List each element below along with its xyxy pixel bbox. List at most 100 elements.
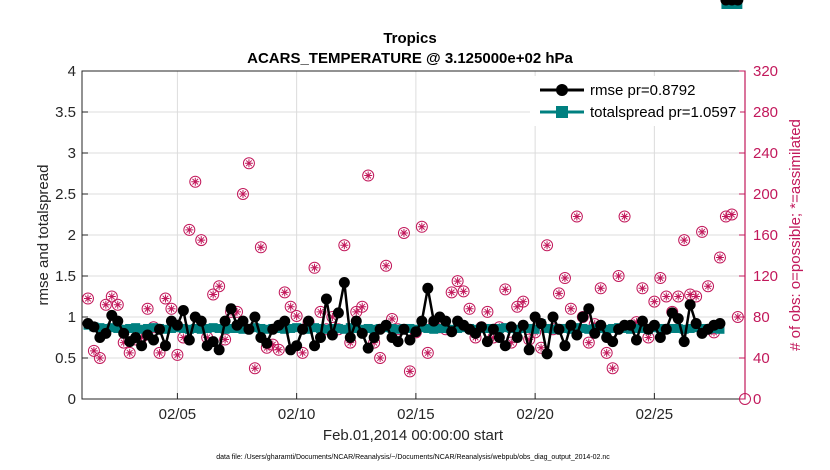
obs-point — [594, 282, 607, 295]
totalspread-point — [530, 324, 540, 334]
rmse-point — [320, 293, 332, 305]
rmse-point — [112, 315, 124, 327]
obs-point — [403, 365, 416, 378]
totalspread-point — [482, 323, 492, 333]
obs-point — [612, 270, 625, 282]
x-tick-label: 02/05 — [159, 406, 197, 423]
footnote: data file: /Users/gharamti/Documents/NCA… — [216, 454, 610, 461]
rmse-point — [350, 315, 362, 327]
rmse-series — [82, 0, 744, 360]
totalspread-point — [280, 324, 290, 334]
rmse-point — [368, 332, 380, 343]
totalspread-point — [160, 324, 170, 334]
rmse-point — [261, 337, 273, 349]
obs-point — [195, 234, 208, 247]
totalspread-point — [369, 324, 379, 334]
obs-point — [219, 333, 232, 346]
totalspread-point — [107, 323, 117, 333]
rmse-point — [213, 344, 225, 356]
legend-rmse-marker — [556, 84, 568, 96]
obs-point — [541, 239, 554, 252]
rmse-point — [690, 318, 702, 330]
chart-title: Tropics — [383, 30, 436, 47]
obs-point — [248, 362, 261, 375]
obs-point — [105, 290, 118, 303]
obs-point — [481, 305, 494, 318]
rmse-point — [398, 323, 410, 335]
obs-point — [558, 272, 571, 285]
obs-point — [171, 348, 184, 361]
totalspread-point — [363, 323, 373, 333]
rmse-point — [100, 327, 112, 339]
totalspread-point — [196, 324, 206, 334]
obs-point — [159, 292, 172, 305]
rmse-point — [535, 318, 547, 330]
rmse-point — [291, 340, 303, 352]
obs-point — [654, 272, 667, 285]
totalspread-point — [602, 324, 612, 334]
totalspread-point — [137, 324, 147, 334]
obs-point — [290, 309, 303, 322]
obs-point — [564, 302, 577, 315]
totalspread-point — [310, 323, 320, 333]
y-tick-label-right: 320 — [753, 63, 778, 80]
rmse-point — [630, 334, 642, 346]
totalspread-point — [560, 323, 570, 333]
y-tick-label: 3.5 — [55, 104, 76, 121]
rmse-point — [297, 323, 309, 335]
obs-point — [696, 225, 709, 238]
rmse-point — [344, 332, 356, 343]
totalspread-point — [333, 323, 343, 333]
rmse-point — [148, 334, 160, 346]
rmse-point — [177, 304, 189, 316]
obs-point — [731, 311, 744, 323]
totalspread-point — [208, 323, 218, 333]
totalspread-point — [500, 323, 510, 333]
rmse-point — [583, 303, 595, 315]
totalspread-point — [637, 323, 647, 333]
totalspread-point — [512, 324, 522, 334]
obs-point — [213, 280, 226, 293]
totalspread-point — [149, 323, 159, 333]
y-tick-label: 2.5 — [55, 186, 76, 203]
totalspread-point — [667, 323, 677, 333]
rmse-point — [243, 323, 255, 335]
rmse-point — [309, 340, 321, 352]
rmse-point — [589, 327, 601, 339]
obs-point — [725, 208, 738, 221]
totalspread-point — [351, 323, 361, 333]
obs-point — [660, 290, 673, 303]
y-tick-label-right: 120 — [753, 268, 778, 285]
obs-point — [552, 287, 565, 300]
totalspread-point — [715, 324, 725, 334]
obs-point — [648, 295, 661, 308]
y-tick-label-right: 160 — [753, 227, 778, 244]
totalspread-point — [417, 323, 427, 333]
rmse-point — [332, 307, 344, 319]
obs-point — [123, 346, 136, 359]
obs-point — [242, 157, 255, 170]
obs-point — [207, 288, 220, 301]
y-tick-label-right: 80 — [753, 309, 770, 326]
rmse-point — [422, 282, 434, 294]
rmse-point — [648, 319, 660, 331]
obs-point — [338, 239, 351, 252]
totalspread-point — [125, 323, 135, 333]
totalspread-point — [304, 324, 314, 334]
rmse-point — [249, 311, 261, 323]
obs-point — [308, 261, 321, 274]
totalspread-point — [631, 323, 641, 333]
obs-point — [678, 234, 691, 247]
obs-point — [672, 290, 685, 303]
rmse-point — [487, 323, 499, 335]
rmse-point — [475, 321, 487, 333]
rmse-point — [481, 336, 493, 348]
totalspread-point — [292, 323, 302, 333]
rmse-point — [440, 315, 452, 327]
rmse-point — [219, 315, 231, 327]
totalspread-point — [435, 323, 445, 333]
rmse-point — [678, 336, 690, 348]
totalspread-point — [494, 323, 504, 333]
totalspread-point — [202, 323, 212, 333]
